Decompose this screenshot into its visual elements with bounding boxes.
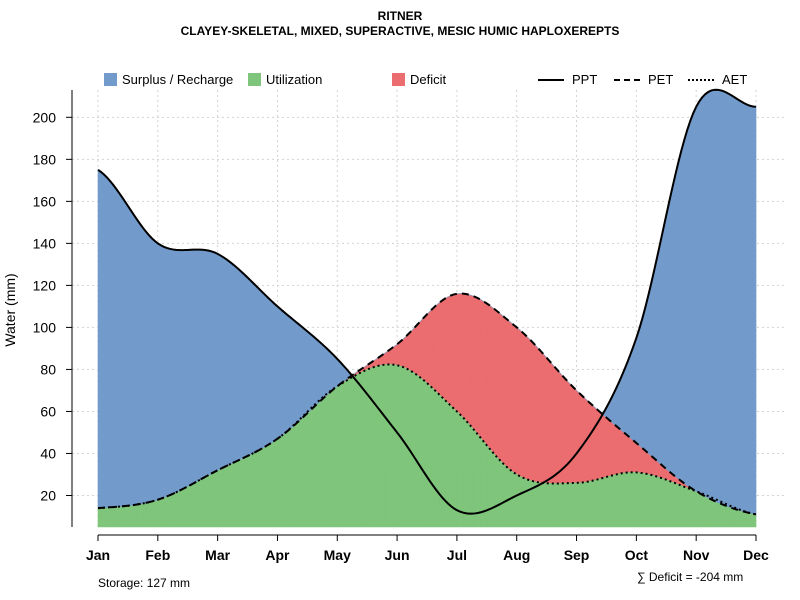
x-tick-label: Oct xyxy=(625,547,649,563)
x-tick-label: Jan xyxy=(86,547,110,563)
x-tick-label: Sep xyxy=(564,547,590,563)
legend-surplus: Surplus / Recharge xyxy=(104,72,233,87)
y-tick-label: 120 xyxy=(33,277,57,293)
x-tick-label: Apr xyxy=(265,547,290,563)
legend-deficit: Deficit xyxy=(392,72,446,87)
x-tick-label: Aug xyxy=(503,547,530,563)
y-tick-label: 140 xyxy=(33,235,57,251)
aet-line xyxy=(97,363,757,516)
y-axis-label: Water (mm) xyxy=(2,273,18,346)
y-tick-label: 160 xyxy=(33,193,57,209)
legend-pet: PET xyxy=(614,72,673,87)
utilization-area xyxy=(97,364,757,528)
deficit-swatch xyxy=(392,73,405,86)
storage-note: Storage: 127 mm xyxy=(98,576,191,590)
y-tick-label: 20 xyxy=(40,487,56,503)
legend-ppt: PPT xyxy=(538,72,597,87)
y-tick-label: 180 xyxy=(33,151,57,167)
legend-aet: AET xyxy=(688,72,747,87)
y-tick-label: 200 xyxy=(33,109,57,125)
y-tick-label: 80 xyxy=(40,361,56,377)
x-tick-label: Mar xyxy=(205,547,230,563)
ppt-line-swatch xyxy=(538,78,564,81)
pet-line xyxy=(97,292,757,516)
legend-deficit-label: Deficit xyxy=(410,72,447,87)
x-tick-label: Jul xyxy=(447,547,467,563)
y-tick-label: 100 xyxy=(33,319,57,335)
surplus-swatch xyxy=(104,73,117,86)
chart-title: RITNER xyxy=(377,9,423,23)
chart-subtitle: CLAYEY-SKELETAL, MIXED, SUPERACTIVE, MES… xyxy=(180,24,620,38)
utilization-swatch xyxy=(248,73,261,86)
x-tick-label: Jun xyxy=(385,547,410,563)
pet-line-swatch xyxy=(614,78,640,81)
y-tick-label: 40 xyxy=(40,445,56,461)
x-tick-label: Feb xyxy=(145,547,170,563)
legend-utilization: Utilization xyxy=(248,72,322,87)
ppt-line xyxy=(97,88,757,515)
legend-surplus-label: Surplus / Recharge xyxy=(122,72,234,87)
legend-pet-label: PET xyxy=(648,72,674,87)
x-tick-label: May xyxy=(324,547,351,563)
x-tick-label: Dec xyxy=(743,547,769,563)
legend-ppt-label: PPT xyxy=(572,72,598,87)
deficit-note: ∑ Deficit = -204 mm xyxy=(637,570,744,584)
legend-aet-label: AET xyxy=(722,72,748,87)
x-tick-label: Nov xyxy=(683,547,710,563)
y-tick-label: 60 xyxy=(40,403,56,419)
legend-utilization-label: Utilization xyxy=(266,72,323,87)
aet-line-swatch xyxy=(688,78,714,81)
